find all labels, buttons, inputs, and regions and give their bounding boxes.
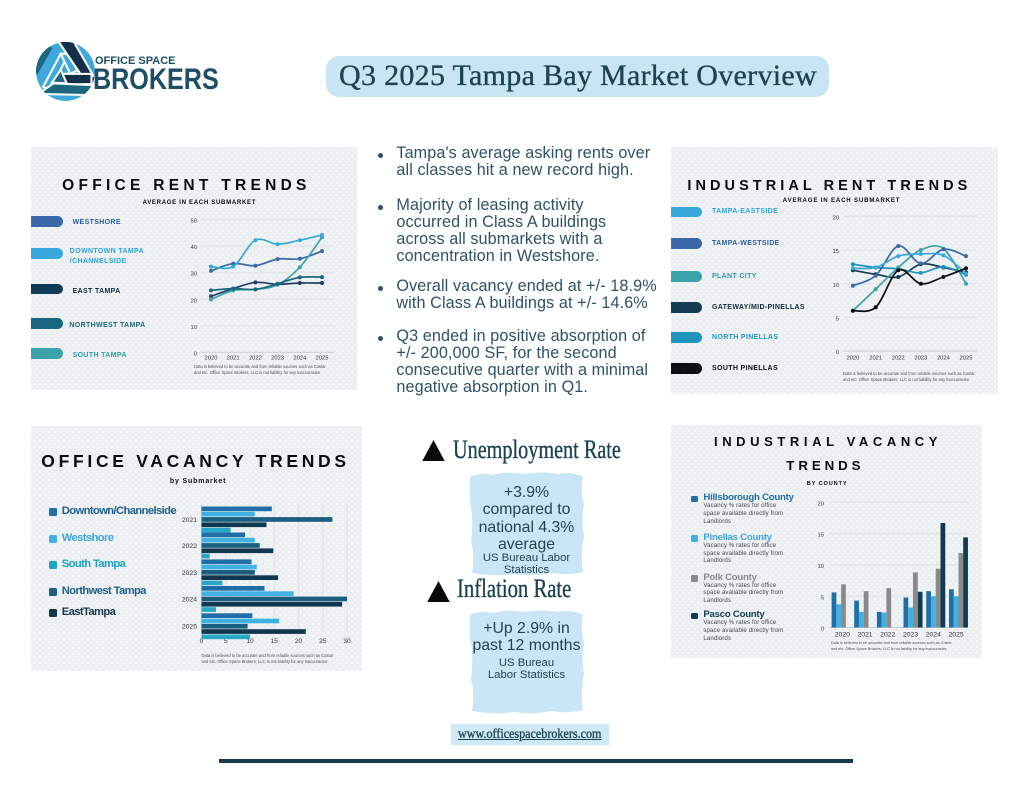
svg-text:2025: 2025 — [182, 624, 197, 631]
svg-text:2021: 2021 — [869, 355, 882, 361]
svg-text:2023: 2023 — [271, 356, 284, 362]
svg-text:2023: 2023 — [914, 355, 927, 361]
svg-text:0: 0 — [836, 350, 840, 356]
svg-text:15: 15 — [832, 249, 839, 255]
svg-text:10: 10 — [246, 638, 254, 645]
svg-text:2024: 2024 — [293, 356, 307, 362]
svg-text:25: 25 — [319, 638, 327, 645]
svg-text:30: 30 — [343, 638, 351, 645]
svg-text:2020: 2020 — [846, 355, 859, 361]
svg-text:10: 10 — [190, 325, 197, 331]
svg-text:15: 15 — [817, 533, 824, 539]
svg-text:30: 30 — [190, 272, 197, 278]
svg-text:0: 0 — [821, 627, 825, 633]
svg-text:5: 5 — [821, 595, 825, 601]
svg-text:2023: 2023 — [903, 632, 918, 639]
svg-text:2020: 2020 — [835, 632, 850, 639]
svg-text:40: 40 — [190, 245, 197, 251]
svg-text:10: 10 — [817, 564, 824, 570]
svg-text:2025: 2025 — [949, 632, 964, 639]
svg-text:0: 0 — [200, 638, 204, 645]
svg-text:2020: 2020 — [205, 356, 218, 362]
svg-text:2022: 2022 — [249, 356, 262, 362]
svg-text:50: 50 — [190, 219, 197, 225]
svg-text:0: 0 — [194, 351, 198, 357]
svg-text:2022: 2022 — [892, 355, 905, 361]
svg-text:2021: 2021 — [857, 632, 872, 639]
svg-text:15: 15 — [271, 638, 279, 645]
svg-text:2025: 2025 — [316, 356, 329, 362]
svg-text:2025: 2025 — [960, 355, 973, 361]
svg-text:2022: 2022 — [182, 543, 197, 550]
svg-text:2021: 2021 — [182, 517, 197, 524]
svg-text:2023: 2023 — [182, 570, 197, 577]
svg-text:2024: 2024 — [937, 355, 951, 361]
svg-text:10: 10 — [832, 283, 839, 289]
svg-text:2024: 2024 — [182, 596, 197, 603]
svg-text:20: 20 — [295, 638, 303, 645]
svg-text:5: 5 — [224, 638, 228, 645]
svg-text:2022: 2022 — [880, 632, 895, 639]
svg-text:20: 20 — [190, 298, 197, 304]
svg-text:20: 20 — [817, 501, 824, 507]
svg-text:2021: 2021 — [227, 356, 240, 362]
svg-text:2024: 2024 — [926, 632, 941, 639]
svg-text:20: 20 — [832, 215, 839, 221]
svg-text:5: 5 — [836, 317, 840, 323]
